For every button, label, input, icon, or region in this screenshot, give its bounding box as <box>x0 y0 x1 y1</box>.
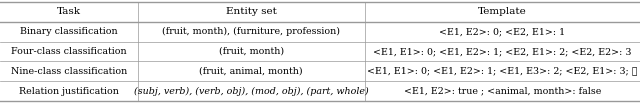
Text: <E1, E2>: 0; <E2, E1>: 1: <E1, E2>: 0; <E2, E1>: 1 <box>439 27 566 36</box>
Text: Binary classification: Binary classification <box>20 27 118 36</box>
Text: (subj, verb), (verb, obj), (mod, obj), (part, whole): (subj, verb), (verb, obj), (mod, obj), (… <box>134 87 369 96</box>
Text: <E1, E2>: true ; <animal, month>: false: <E1, E2>: true ; <animal, month>: false <box>404 87 601 96</box>
Text: (fruit, month): (fruit, month) <box>219 47 284 56</box>
Text: (fruit, animal, month): (fruit, animal, month) <box>200 67 303 76</box>
Text: Task: Task <box>57 7 81 16</box>
Text: Nine-class classification: Nine-class classification <box>11 67 127 76</box>
Text: (fruit, month), (furniture, profession): (fruit, month), (furniture, profession) <box>162 27 340 36</box>
Text: Entity set: Entity set <box>226 7 276 16</box>
Text: Relation justification: Relation justification <box>19 87 119 96</box>
Text: Four-class classification: Four-class classification <box>11 47 127 56</box>
Text: <E1, E1>: 0; <E1, E2>: 1; <E2, E1>: 2; <E2, E2>: 3: <E1, E1>: 0; <E1, E2>: 1; <E2, E1>: 2; <… <box>373 47 632 56</box>
Text: <E1, E1>: 0; <E1, E2>: 1; <E1, E3>: 2; <E2, E1>: 3; ⋯: <E1, E1>: 0; <E1, E2>: 1; <E1, E3>: 2; <… <box>367 67 637 76</box>
Text: Template: Template <box>478 7 527 16</box>
